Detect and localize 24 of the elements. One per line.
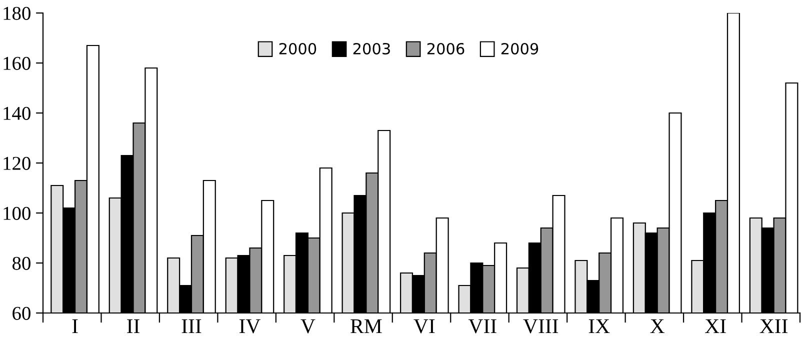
y-tick-label: 60 (12, 306, 30, 320)
x-tick-label: VI (414, 319, 435, 334)
x-tick-label: I (72, 319, 78, 334)
x-tick-label: IX (588, 319, 610, 334)
y-tick-label: 180 (4, 6, 30, 20)
legend-label: 2009 (501, 42, 538, 54)
x-tick-label: X (650, 319, 664, 334)
x-tick-label: XII (760, 319, 788, 334)
legend-label: 2003 (353, 42, 390, 54)
x-tick-label: III (182, 319, 202, 334)
x-tick-label: VIII (523, 319, 558, 334)
y-tick-label: 80 (12, 256, 30, 270)
x-tick-label: VII (468, 319, 496, 334)
x-tick-label: II (127, 319, 140, 334)
legend-label: 2006 (427, 42, 464, 54)
y-tick-label: 140 (4, 106, 30, 120)
x-tick-label: V (300, 319, 316, 334)
y-tick-label: 120 (4, 156, 30, 170)
x-tick-label: IV (239, 319, 260, 334)
y-tick-label: 160 (4, 56, 30, 70)
x-tick-label: RM (350, 319, 382, 334)
legend-label: 2000 (279, 42, 316, 54)
x-tick-label: XI (705, 319, 726, 334)
y-tick-label: 100 (4, 206, 30, 220)
